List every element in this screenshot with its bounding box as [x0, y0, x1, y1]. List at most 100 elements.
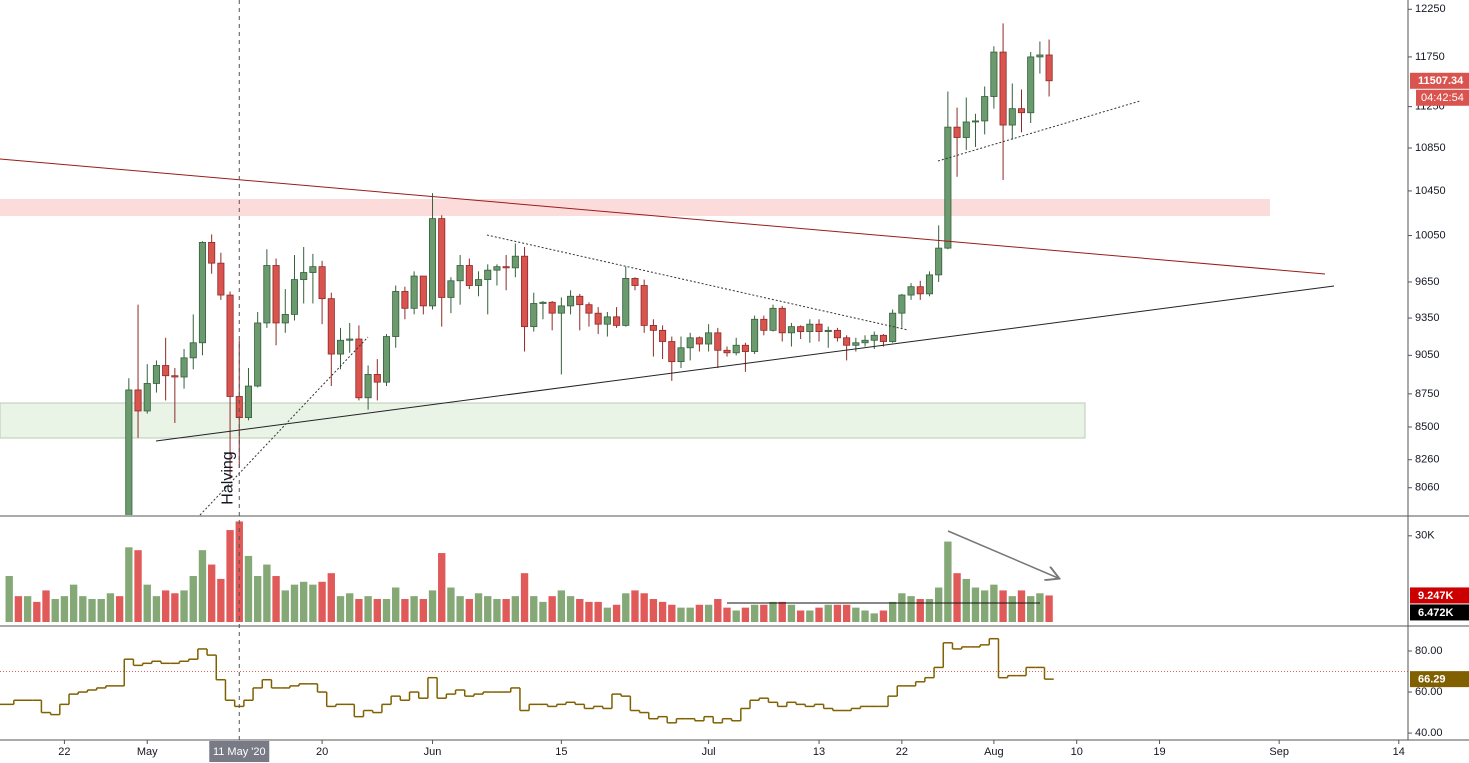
- x-tick-label: 22: [896, 746, 908, 758]
- volume-bar: [658, 601, 667, 622]
- volume-bar: [585, 601, 593, 622]
- volume-bar: [198, 550, 207, 622]
- volume-bar: [815, 607, 823, 622]
- volume-bar: [253, 576, 262, 622]
- volume-bar: [548, 596, 556, 622]
- y-tick-label: 30K: [1415, 530, 1435, 542]
- volume-bar: [723, 607, 731, 622]
- x-tick-label: 13: [813, 746, 825, 758]
- x-tick-label: 22: [58, 746, 70, 758]
- volume-bar: [796, 610, 805, 622]
- candle-body: [15, 631, 21, 642]
- candle-body: [889, 312, 897, 342]
- candle-body: [226, 294, 234, 397]
- volume-bar: [677, 607, 685, 622]
- candle-body: [695, 337, 703, 345]
- volume-bar: [327, 573, 335, 622]
- volume-bar: [180, 590, 188, 622]
- candle-body: [990, 51, 998, 97]
- y-tick-label: 9650: [1415, 276, 1439, 288]
- candle-body: [235, 396, 243, 419]
- rsi-badge: 66.29: [1418, 674, 1446, 686]
- volume-bar: [1045, 595, 1053, 622]
- volume-bar: [161, 590, 170, 622]
- volume-bar: [355, 599, 363, 622]
- candle-body: [1027, 56, 1035, 114]
- volume-bar: [226, 530, 234, 622]
- trendline: [937, 100, 1141, 162]
- volume-bar: [695, 604, 704, 622]
- candle-body: [392, 291, 400, 337]
- candle-body: [649, 325, 657, 331]
- x-tick-label: 15: [555, 746, 567, 758]
- x-tick-label: 14: [1393, 746, 1405, 758]
- volume-bar: [741, 607, 750, 622]
- price-badge: 11507.34: [1418, 75, 1464, 87]
- volume-bar: [732, 610, 740, 622]
- volume-bar: [152, 596, 161, 622]
- candle-body: [631, 278, 639, 286]
- candle-body: [594, 312, 602, 325]
- candle-body: [585, 304, 593, 314]
- candle-body: [530, 303, 538, 328]
- candle-body: [732, 344, 740, 354]
- candle-body: [438, 218, 446, 298]
- candle-body: [107, 528, 113, 541]
- candle-body: [760, 318, 768, 331]
- candle-body: [198, 241, 206, 344]
- volume-bar: [23, 596, 32, 622]
- y-tick-label: 8750: [1415, 388, 1439, 400]
- trendline: [0, 158, 1326, 275]
- y-tick-label: 10450: [1415, 185, 1446, 197]
- volume-bar: [603, 607, 612, 622]
- volume-bar: [410, 596, 418, 622]
- candle-body: [364, 374, 372, 399]
- volume-bar: [576, 599, 584, 622]
- volume-bar: [861, 610, 869, 622]
- volume-ma-badge: 6.472K: [1418, 607, 1454, 619]
- candle-body: [263, 265, 271, 324]
- volume-badge: 9.247K: [1418, 590, 1454, 602]
- volume-bar: [244, 555, 253, 622]
- candle-body: [981, 96, 989, 122]
- candle-body: [548, 301, 556, 314]
- candle-body: [659, 329, 667, 342]
- support-zone: [0, 402, 1086, 439]
- candle-body: [382, 336, 391, 383]
- candle-body: [428, 218, 437, 307]
- candle-body: [925, 274, 933, 295]
- volume-bar: [566, 596, 575, 622]
- candle-body: [797, 326, 805, 332]
- volume-bar: [704, 604, 713, 622]
- volume-bar: [300, 581, 308, 622]
- volume-bar: [557, 590, 566, 622]
- volume-bar: [640, 593, 648, 622]
- volume-bar: [217, 578, 225, 622]
- candle-body: [180, 357, 188, 378]
- volume-bar: [5, 576, 13, 622]
- candle-body: [456, 265, 464, 282]
- x-tick-label: Jul: [702, 746, 716, 758]
- volume-bar: [944, 541, 952, 622]
- candle-body: [346, 338, 354, 341]
- volume-bar: [428, 590, 437, 622]
- volume-bar: [143, 584, 151, 622]
- volume-bar: [125, 547, 133, 622]
- volume-bar: [925, 599, 934, 622]
- volume-bar: [97, 599, 105, 622]
- candle-body: [622, 278, 630, 326]
- volume-bar: [852, 607, 860, 622]
- price-badge-bg: [1410, 72, 1469, 89]
- volume-bar: [364, 596, 372, 622]
- candle-body: [143, 383, 151, 412]
- candle-body: [61, 629, 67, 673]
- x-tick-label: 20: [316, 746, 328, 758]
- candle-body: [686, 337, 694, 349]
- volume-bar: [916, 599, 924, 622]
- candle-body: [318, 266, 326, 300]
- volume-bar: [69, 584, 78, 622]
- volume-bar: [502, 599, 510, 622]
- volume-bar: [1017, 590, 1026, 622]
- volume-bar: [962, 578, 970, 622]
- marks: [0, 23, 1408, 724]
